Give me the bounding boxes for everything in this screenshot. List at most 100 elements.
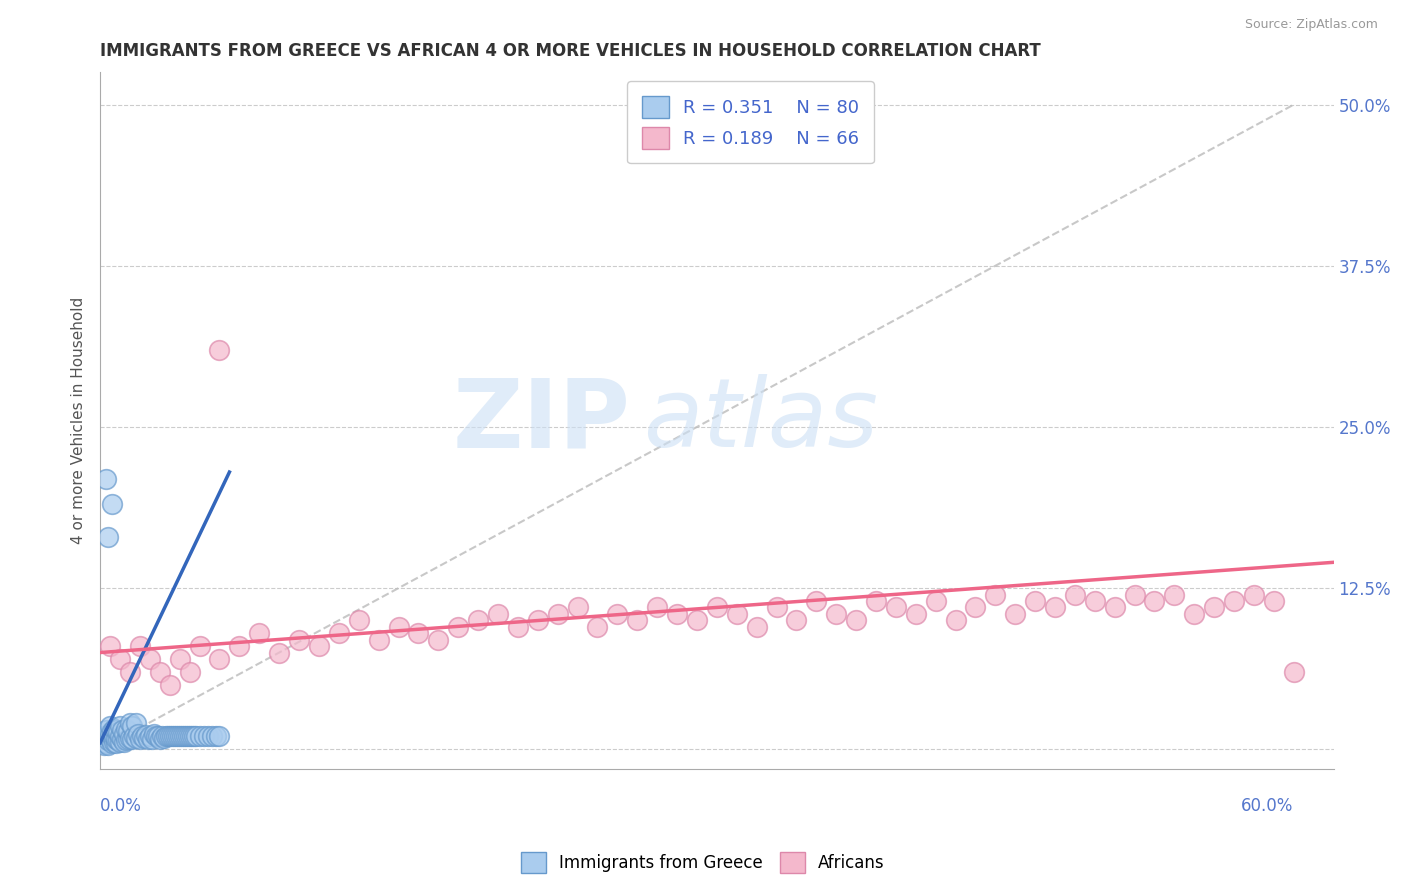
Point (1243, 588, 1265, 602)
Point (169, 652, 191, 666)
Y-axis label: 4 or more Vehicles in Household: 4 or more Vehicles in Household (72, 297, 86, 544)
Point (93, 731, 115, 746)
Point (845, 613, 868, 627)
Point (111, 731, 134, 746)
Legend: R = 0.351    N = 80, R = 0.189    N = 66: R = 0.351 N = 80, R = 0.189 N = 66 (627, 81, 873, 163)
Point (173, 730, 195, 744)
Point (884, 600, 907, 615)
Point (1024, 594, 1046, 608)
Point (204, 730, 226, 744)
Point (408, 626, 430, 640)
Point (865, 594, 887, 608)
Point (156, 730, 179, 744)
Point (160, 730, 183, 744)
Point (146, 730, 169, 744)
Point (179, 665, 201, 679)
Point (118, 665, 141, 679)
Point (169, 730, 191, 744)
Point (806, 594, 828, 608)
Point (447, 620, 470, 634)
Point (904, 607, 927, 621)
Point (141, 731, 163, 746)
Point (170, 730, 193, 744)
Point (103, 734, 125, 748)
Point (347, 613, 370, 627)
Point (91, 736, 114, 750)
Point (188, 730, 211, 744)
Text: Source: ZipAtlas.com: Source: ZipAtlas.com (1244, 18, 1378, 31)
Point (765, 600, 787, 615)
Point (108, 652, 131, 666)
Text: 0.0%: 0.0% (100, 797, 142, 815)
Point (125, 716, 148, 731)
Point (208, 652, 231, 666)
Point (139, 730, 162, 744)
Point (159, 678, 181, 692)
Point (486, 607, 509, 621)
Point (142, 727, 165, 741)
Point (1123, 588, 1146, 602)
Point (97, 739, 120, 753)
Point (208, 343, 231, 357)
Point (269, 646, 291, 660)
Point (506, 620, 529, 634)
Point (467, 613, 489, 627)
Point (626, 613, 648, 627)
Point (94, 730, 117, 744)
Point (98, 639, 121, 653)
Point (606, 607, 628, 621)
Point (924, 594, 946, 608)
Point (115, 733, 138, 747)
Point (586, 620, 609, 634)
Point (1182, 607, 1205, 621)
Point (174, 730, 197, 744)
Point (103, 722, 125, 736)
Point (188, 639, 211, 653)
Point (427, 632, 450, 647)
Point (98, 719, 121, 733)
Point (149, 665, 172, 679)
Point (101, 497, 124, 511)
Point (149, 731, 172, 746)
Point (200, 730, 222, 744)
Point (152, 731, 174, 745)
Point (387, 620, 409, 634)
Point (115, 722, 138, 736)
Point (139, 652, 162, 666)
Point (107, 733, 129, 747)
Point (107, 725, 129, 739)
Point (108, 734, 131, 748)
Point (745, 620, 768, 634)
Point (228, 639, 250, 653)
Point (122, 730, 145, 744)
Point (98, 731, 121, 746)
Point (197, 730, 219, 744)
Point (1163, 588, 1185, 602)
Point (135, 728, 157, 742)
Point (825, 607, 848, 621)
Point (193, 730, 215, 744)
Point (1104, 600, 1126, 615)
Point (179, 730, 201, 744)
Point (132, 731, 155, 745)
Point (163, 730, 186, 744)
Point (98, 727, 121, 741)
Point (125, 731, 148, 745)
Point (105, 731, 128, 746)
Point (645, 600, 668, 615)
Point (785, 613, 807, 627)
Point (1223, 594, 1246, 608)
Point (1282, 665, 1305, 679)
Point (105, 723, 128, 737)
Point (1043, 600, 1066, 615)
Point (165, 730, 187, 744)
Point (127, 727, 149, 741)
Point (129, 731, 152, 746)
Point (184, 730, 207, 744)
Point (101, 736, 124, 750)
Point (1143, 594, 1166, 608)
Point (176, 730, 198, 744)
Point (208, 730, 231, 744)
Point (93, 739, 115, 753)
Point (567, 600, 589, 615)
